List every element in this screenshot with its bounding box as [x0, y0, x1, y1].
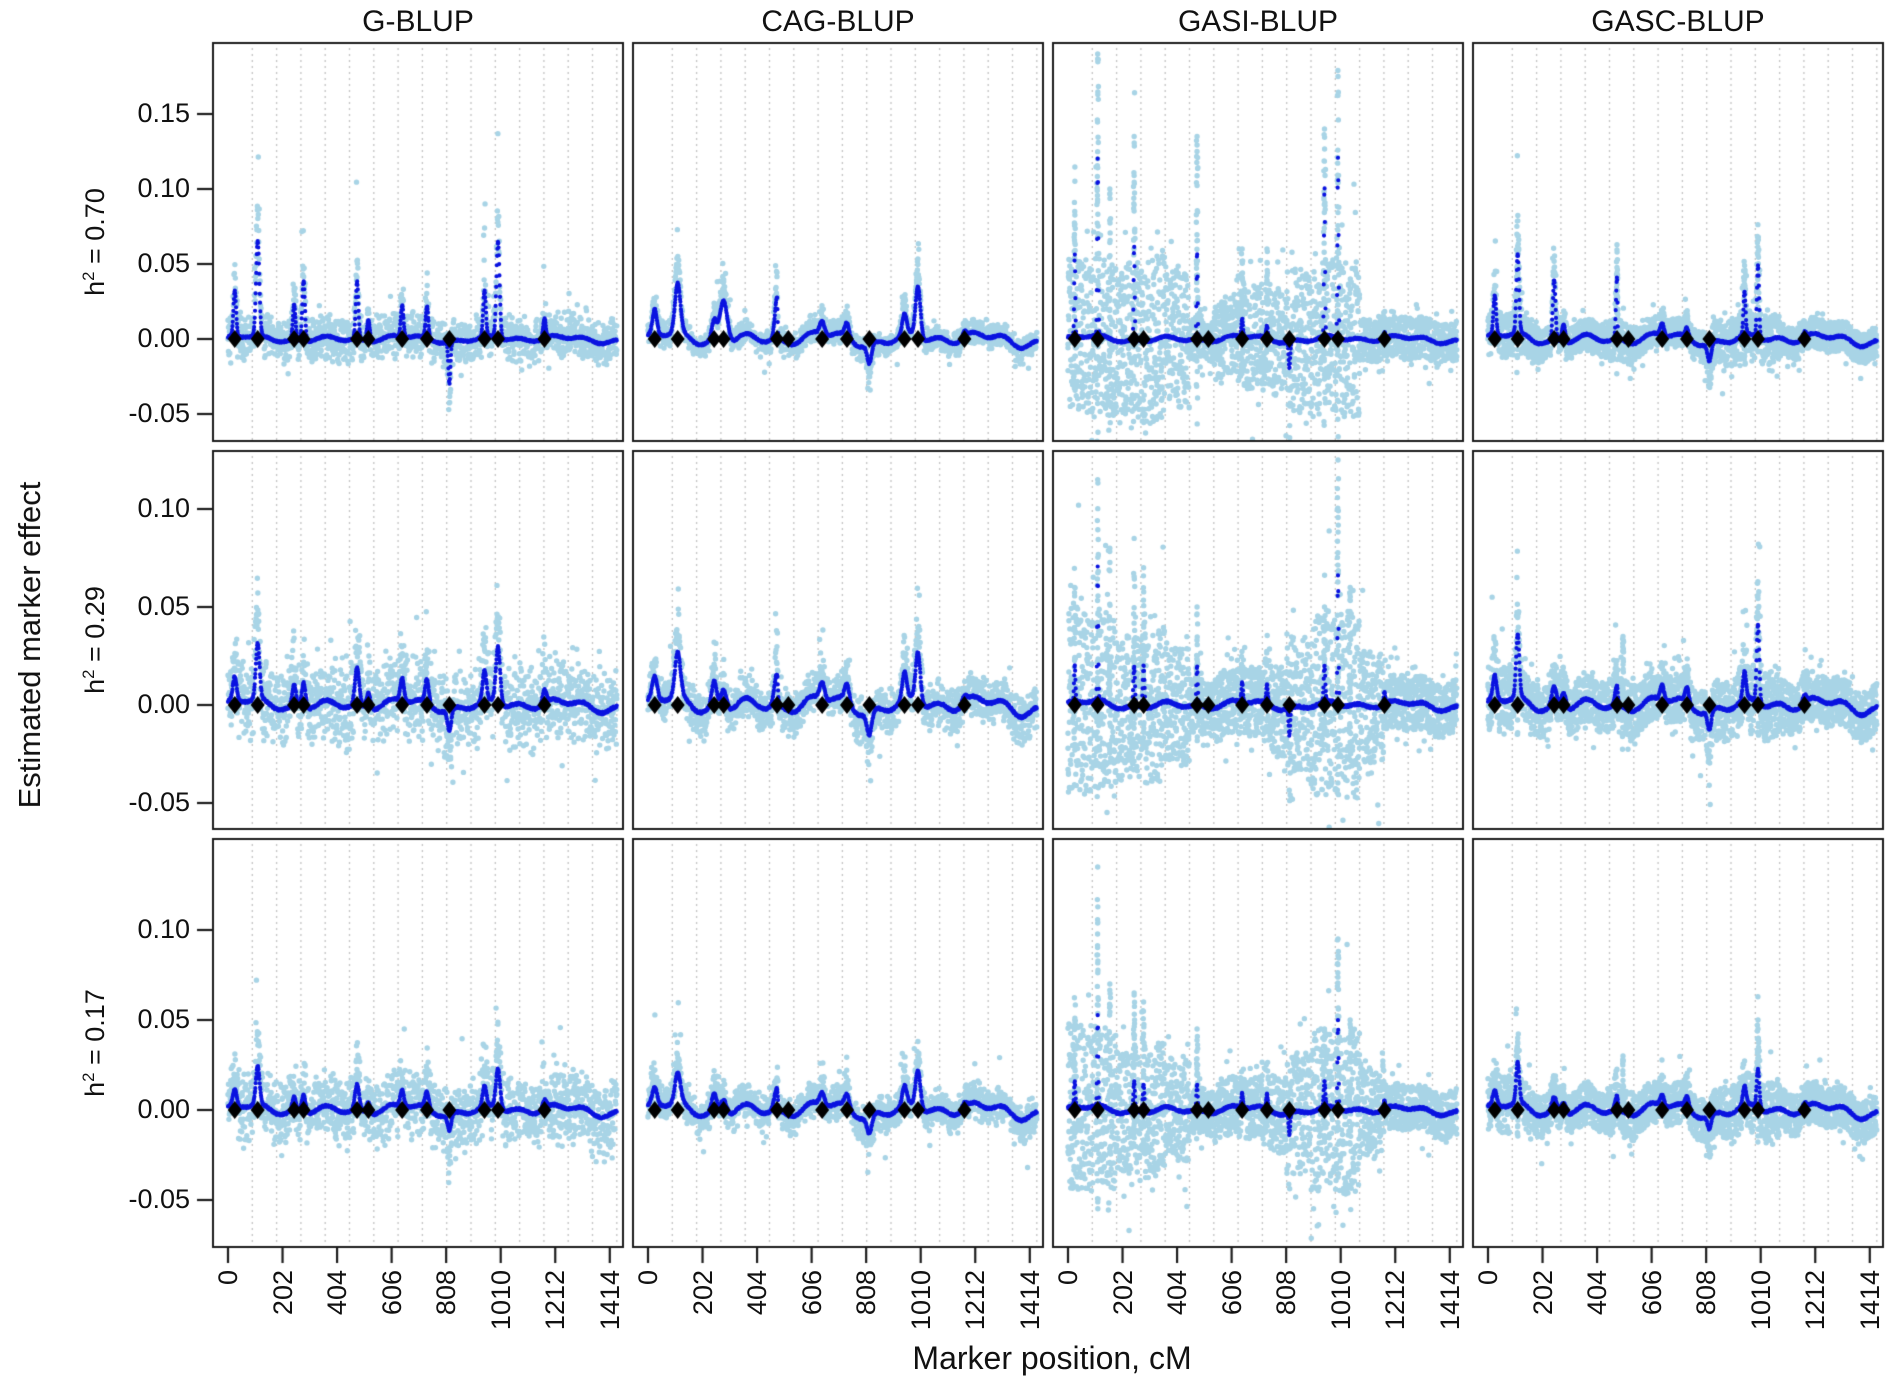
x-tick-label: 202: [1527, 1270, 1558, 1316]
y-tick-label: -0.05: [128, 1184, 190, 1214]
y-tick-label: -0.05: [128, 787, 190, 817]
x-tick-label: 202: [687, 1270, 718, 1316]
x-tick-label: 1010: [485, 1270, 516, 1331]
col-title-g-blup: G-BLUP: [362, 5, 474, 38]
y-tick-label: 0.00: [137, 1094, 190, 1124]
x-tick-label: 0: [1053, 1270, 1083, 1286]
col-title-gasi-blup: GASI-BLUP: [1177, 5, 1339, 38]
x-tick-label: 1212: [960, 1270, 991, 1331]
y-tick-label: -0.05: [128, 398, 190, 428]
x-tick-label: 1212: [1800, 1270, 1831, 1331]
x-tick-label: 808: [851, 1270, 882, 1316]
y-tick-label: 0.00: [137, 323, 190, 353]
x-tick-label: 1010: [905, 1270, 936, 1331]
y-tick-label: 0.10: [137, 173, 190, 203]
y-tick-label: 0.00: [137, 689, 190, 719]
x-tick-label: 0: [213, 1270, 243, 1286]
x-tick-label: 808: [1691, 1270, 1722, 1316]
x-tick-label: 606: [796, 1270, 827, 1316]
col-title-cag-blup: CAG-BLUP: [761, 5, 915, 38]
y-tick-label: 0.10: [137, 493, 190, 523]
x-tick-label: 1010: [1325, 1270, 1356, 1331]
x-axis-title: Marker position, cM: [912, 1340, 1192, 1376]
y-tick-label: 0.10: [137, 914, 190, 944]
x-tick-label: 1414: [1434, 1270, 1465, 1331]
x-tick-label: 404: [322, 1270, 353, 1316]
x-tick-label: 606: [1636, 1270, 1667, 1316]
x-tick-label: 808: [431, 1270, 462, 1316]
x-tick-label: 404: [1582, 1270, 1613, 1316]
x-tick-label: 1212: [540, 1270, 571, 1331]
x-tick-label: 404: [1162, 1270, 1193, 1316]
x-tick-label: 0: [1473, 1270, 1503, 1286]
x-tick-label: 1414: [594, 1270, 625, 1331]
x-tick-label: 808: [1271, 1270, 1302, 1316]
y-tick-label: 0.05: [137, 1004, 190, 1034]
x-tick-label: 404: [742, 1270, 773, 1316]
x-tick-label: 202: [1107, 1270, 1138, 1316]
x-tick-label: 606: [376, 1270, 407, 1316]
row-label-h2-070: h2 = 0.70: [79, 188, 110, 296]
x-tick-label: 606: [1216, 1270, 1247, 1316]
x-tick-label: 1212: [1380, 1270, 1411, 1331]
x-tick-label: 1010: [1745, 1270, 1776, 1331]
col-title-gasc-blup: GASC-BLUP: [1591, 5, 1765, 38]
y-axis-title: Estimated marker effect: [12, 481, 47, 809]
x-tick-label: 0: [633, 1270, 663, 1286]
y-tick-label: 0.05: [137, 591, 190, 621]
x-tick-label: 1414: [1854, 1270, 1885, 1331]
x-tick-label: 1414: [1014, 1270, 1045, 1331]
y-tick-label: 0.15: [137, 98, 190, 128]
y-tick-label: 0.05: [137, 248, 190, 278]
x-tick-label: 202: [267, 1270, 298, 1316]
